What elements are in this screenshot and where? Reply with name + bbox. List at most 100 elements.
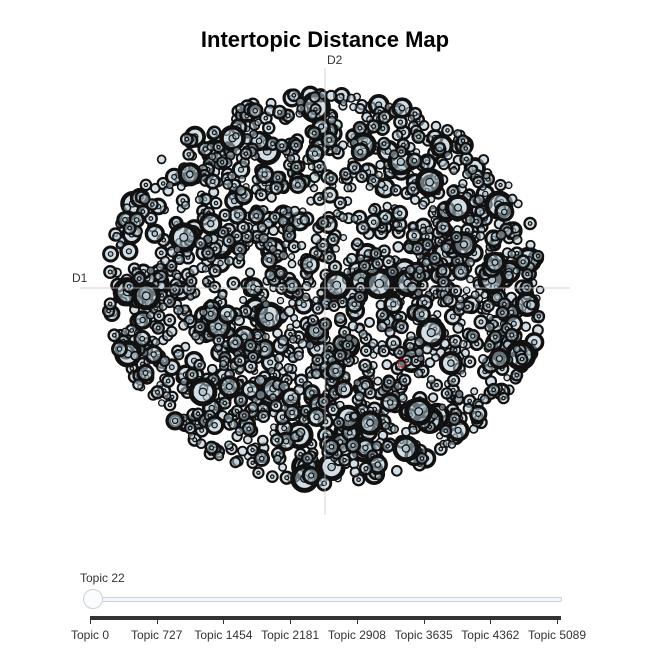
topic-bubble [132, 378, 145, 391]
topic-bubble [398, 393, 408, 403]
topic-bubble [494, 201, 515, 222]
topic-bubble [377, 180, 386, 189]
topic-bubble [227, 205, 247, 225]
topic-bubble [532, 309, 546, 323]
topic-bubble [214, 343, 223, 352]
topic-bubble [286, 88, 301, 103]
topic-bubble [295, 298, 303, 307]
topic-bubble [152, 309, 166, 323]
topic-bubble [283, 305, 296, 318]
topic-bubble [236, 220, 250, 235]
topic-bubble [486, 313, 494, 322]
topic-bubble [391, 97, 413, 119]
topic-bubble [449, 284, 463, 298]
topic-bubble [186, 293, 195, 301]
slider-handle[interactable] [83, 589, 103, 609]
topic-bubble [293, 350, 304, 361]
topic-bubble [365, 182, 374, 192]
topic-bubble [256, 222, 268, 233]
topic-bubble [235, 252, 245, 262]
topic-bubble [488, 329, 503, 345]
topic-bubble [394, 359, 407, 372]
topic-bubble [179, 377, 189, 386]
topic-bubble [306, 125, 322, 141]
topic-bubble [473, 194, 485, 206]
topic-bubble [204, 173, 221, 190]
topic-bubble [316, 215, 330, 230]
topic-bubble [430, 120, 442, 132]
topic-bubble [301, 466, 321, 485]
topic-bubble [201, 245, 216, 260]
topic-bubble [382, 201, 392, 212]
topic-bubble [287, 259, 297, 269]
topic-bubble [261, 300, 271, 309]
topic-bubble [107, 328, 122, 343]
slider-tick-label: Topic 2908 [327, 628, 386, 642]
topic-bubble [162, 358, 181, 377]
topic-bubble [511, 234, 523, 246]
topic-bubble [285, 224, 294, 233]
topic-bubble [363, 267, 396, 300]
topic-bubble [199, 212, 223, 236]
topic-bubble [350, 214, 359, 223]
topic-bubble [481, 299, 495, 313]
topic-bubble [357, 259, 372, 273]
topic-bubble [130, 350, 141, 361]
topic-bubble [406, 152, 423, 170]
topic-bubble [345, 437, 361, 454]
topic-bubble [467, 164, 478, 175]
topic-bubble [415, 317, 447, 348]
topic-bubble [362, 163, 370, 172]
topic-bubble [465, 328, 481, 344]
topic-bubble [293, 384, 306, 396]
topic-bubble [349, 466, 361, 478]
topic-bubble [427, 392, 439, 403]
topic-bubble [173, 254, 186, 266]
topic-bubble [309, 183, 319, 193]
topic-bubble [269, 180, 284, 196]
topic-bubble [286, 323, 295, 332]
topic-bubble [466, 275, 475, 284]
topic-bubble [209, 196, 223, 210]
slider-rail[interactable] [92, 597, 562, 602]
topic-bubble [472, 175, 485, 189]
topic-bubble [256, 409, 271, 423]
topic-bubble [185, 367, 199, 382]
topic-bubble [475, 206, 485, 217]
topic-bubble [381, 421, 391, 430]
topic-bubble [305, 340, 315, 350]
topic-bubble [366, 119, 381, 134]
topic-bubble [150, 385, 165, 400]
topic-bubble [276, 296, 285, 305]
topic-bubble [426, 375, 436, 384]
topic-bubble [357, 410, 383, 436]
topic-bubble [327, 299, 341, 312]
topic-bubble [252, 466, 265, 479]
topic-bubble [355, 220, 371, 235]
topic-bubble [317, 394, 331, 409]
topic-bubble [244, 267, 256, 278]
topic-bubble [462, 402, 475, 415]
topic-bubble [429, 205, 437, 213]
topic-bubble [162, 391, 172, 400]
topic-bubble [389, 184, 402, 197]
topic-bubble [458, 339, 468, 349]
intertopic-distance-map[interactable] [0, 0, 650, 560]
slider-tick-label: Topic 3635 [394, 628, 453, 642]
topic-bubble [306, 314, 320, 327]
topic-bubble [369, 247, 383, 260]
topic-bubble [254, 301, 285, 332]
topic-bubble [247, 207, 265, 225]
slider-tick-mark [356, 616, 358, 624]
topic-bubble [389, 149, 400, 160]
topic-bubble [201, 265, 210, 273]
topic-bubble [371, 440, 383, 452]
topic-bubble [237, 445, 248, 457]
topic-bubble [195, 438, 207, 450]
topic-bubble [406, 331, 416, 342]
topic-bubble [183, 421, 197, 435]
topic-bubble [254, 374, 267, 387]
topic-bubble [212, 333, 226, 347]
topic-bubble [347, 160, 362, 175]
topic-bubble [306, 109, 318, 121]
